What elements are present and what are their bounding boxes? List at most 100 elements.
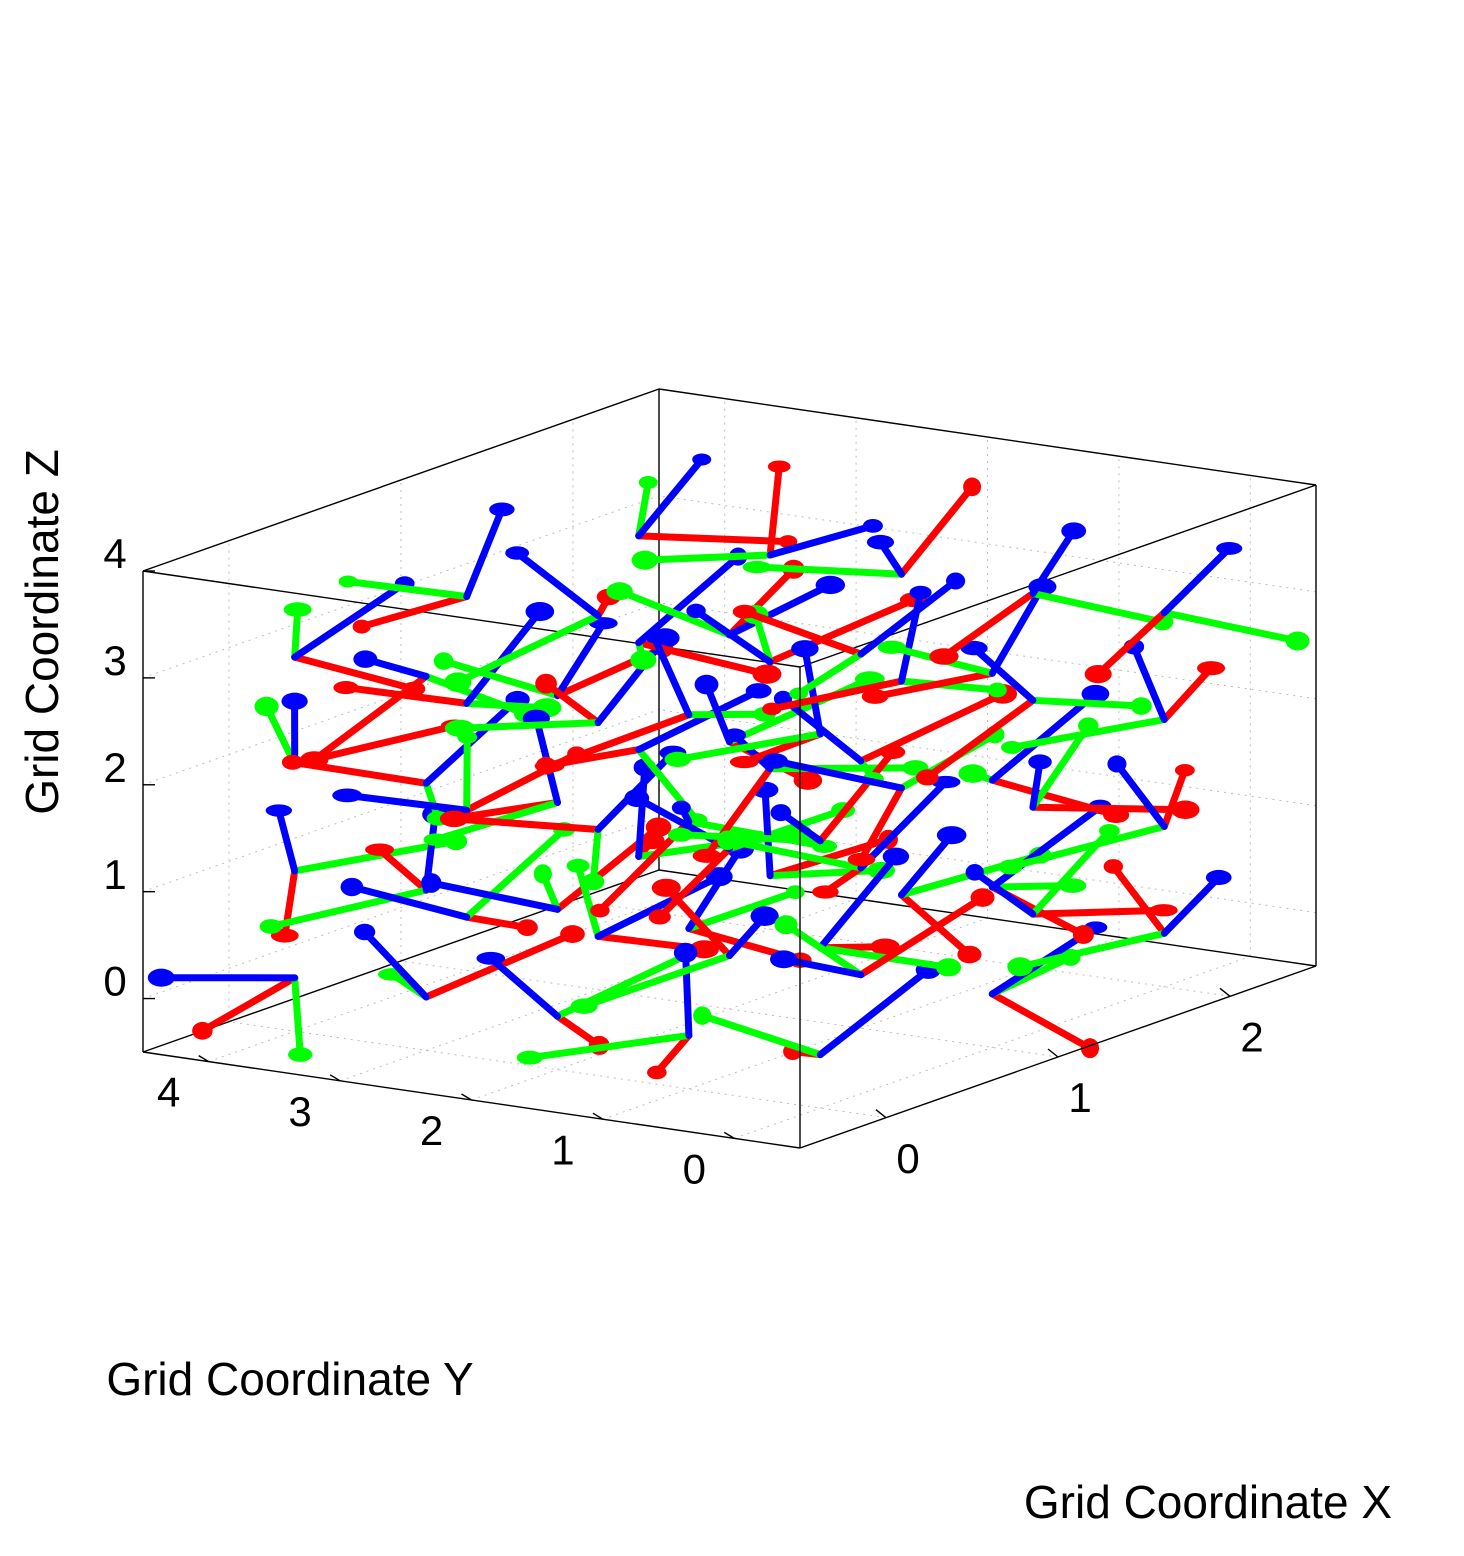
- frame-endpoint-x: [732, 604, 757, 619]
- frame-axis-x: [898, 891, 973, 959]
- frame-axis-x: [450, 815, 602, 833]
- frame-endpoint-z: [505, 546, 530, 560]
- frame-endpoint-y: [693, 1006, 712, 1025]
- frame-endpoint-x: [847, 852, 876, 867]
- frame-endpoint-x: [352, 619, 371, 634]
- frame-endpoint-x: [281, 754, 304, 770]
- frame-endpoint-z: [769, 950, 798, 969]
- x-axis-label: Grid Coordinate X: [1024, 1476, 1392, 1528]
- frame-axis-x: [816, 748, 897, 845]
- coordinate-frame: [265, 804, 468, 943]
- frame-axis-y: [753, 563, 905, 578]
- coordinate-frame: [1084, 541, 1310, 684]
- frame-endpoint-x: [793, 771, 823, 790]
- coordinate-frame: [444, 628, 680, 737]
- frame-axis-x: [1029, 906, 1168, 918]
- frame-axis-z: [685, 845, 744, 933]
- frame-axis-z: [275, 807, 299, 875]
- frame-endpoint-y: [667, 827, 693, 842]
- frame-endpoint-z: [644, 630, 663, 643]
- frame-endpoint-z: [421, 873, 442, 893]
- z-axis-label: Grid Coordinate Z: [16, 449, 68, 815]
- frame-endpoint-z: [671, 800, 691, 815]
- frame-axis-x: [857, 784, 905, 864]
- frame-endpoint-x: [778, 535, 798, 549]
- frame-axis-z: [513, 549, 602, 620]
- frame-axis-z: [857, 778, 950, 872]
- frame-endpoint-x: [365, 843, 394, 856]
- frame-axis-y: [344, 578, 471, 600]
- frame-endpoint-y: [566, 858, 590, 873]
- frame-axis-z: [594, 873, 723, 940]
- frame-axis-z: [1029, 758, 1044, 811]
- frame-axis-y: [795, 650, 865, 698]
- frame-endpoint-y: [717, 830, 737, 851]
- coordinate-frame: [1028, 717, 1200, 819]
- frame-axis-x: [988, 990, 1094, 1052]
- frame-axis-z: [988, 583, 1046, 677]
- frame-axis-z: [291, 579, 409, 661]
- y-tick-label: 1: [551, 1126, 574, 1173]
- frame-axis-x: [703, 765, 774, 860]
- frame-axis-z: [816, 853, 900, 952]
- frame-axis-y: [291, 974, 304, 1059]
- frame-endpoint-x: [957, 945, 982, 964]
- frame-endpoint-x: [1080, 1038, 1100, 1059]
- frame-axis-y: [291, 606, 302, 661]
- frame-axis-z: [726, 581, 834, 639]
- frame-endpoint-z: [692, 453, 712, 466]
- frame-axis-z: [343, 791, 471, 814]
- coordinate-frame: [631, 460, 883, 570]
- frame-endpoint-x: [560, 925, 585, 943]
- frame-endpoint-z: [673, 942, 698, 963]
- frame-axis-y: [1029, 589, 1166, 626]
- frame-endpoint-z: [866, 534, 895, 550]
- coordinate-frame: [762, 585, 1007, 716]
- frame-axis-x: [635, 532, 792, 546]
- y-tick-label: 0: [683, 1145, 706, 1192]
- frame-axis-z: [779, 695, 865, 765]
- frame-endpoint-x: [1084, 664, 1112, 684]
- frame-axis-z: [554, 619, 607, 700]
- box-edge: [658, 869, 1317, 967]
- frame-endpoint-z: [1028, 754, 1052, 770]
- frame-axis-z: [594, 634, 669, 727]
- frame-axis-z: [650, 633, 693, 719]
- frame-endpoint-y: [423, 833, 449, 846]
- frame-axis-z: [692, 607, 774, 666]
- frame-axis-x: [768, 677, 905, 713]
- frame-axis-x: [741, 608, 865, 658]
- frame-axis-y: [463, 825, 568, 921]
- coordinate-frame: [1007, 859, 1232, 977]
- frames-layer: [147, 453, 1310, 1080]
- frame-axis-z: [766, 522, 877, 559]
- z-tick-label: 2: [103, 744, 126, 791]
- frame-axis-x: [198, 974, 299, 1035]
- frame-endpoint-y: [606, 582, 633, 601]
- frame-endpoint-x: [333, 681, 359, 695]
- frame-endpoint-z: [946, 572, 966, 590]
- coordinate-frame: [353, 923, 585, 1001]
- frame-endpoint-y: [582, 873, 605, 891]
- frame-axis-z: [348, 883, 471, 921]
- frame-endpoint-x: [729, 755, 759, 769]
- y-tick-mark: [329, 1074, 341, 1082]
- coordinate-frame: [283, 576, 426, 697]
- frame-axis-y: [635, 478, 652, 540]
- frame-axis-z: [682, 949, 693, 1039]
- frame-axis-x: [766, 463, 783, 559]
- coordinate-frame: [732, 572, 966, 700]
- frame-axis-z: [971, 868, 1037, 918]
- grid-line-z-side: [658, 495, 1317, 593]
- x-tick-mark: [1219, 987, 1231, 997]
- x-tick-mark: [1047, 1048, 1059, 1058]
- coordinate-frame: [444, 546, 621, 692]
- frame-axis-x: [376, 846, 430, 894]
- frame-axis-z: [635, 763, 649, 860]
- frame-endpoint-y: [283, 602, 312, 617]
- frame-axis-x: [1160, 664, 1215, 724]
- frame-axis-z: [635, 553, 742, 647]
- frame-axis-z: [463, 505, 506, 600]
- frame-axis-y: [1016, 929, 1168, 971]
- box-edge: [142, 388, 660, 572]
